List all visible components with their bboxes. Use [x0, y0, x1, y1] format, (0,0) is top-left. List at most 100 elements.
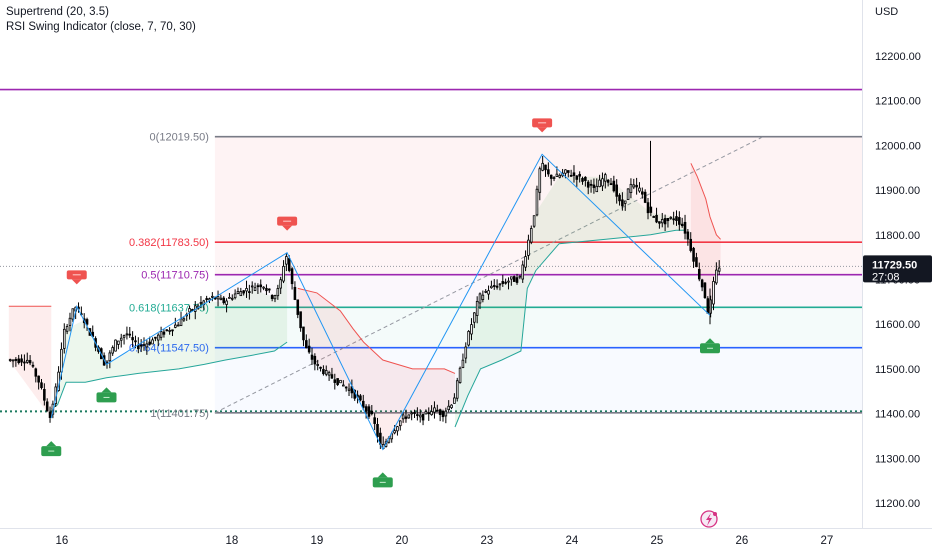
- candle[interactable]: [441, 410, 445, 418]
- candle[interactable]: [330, 374, 334, 379]
- candle[interactable]: [270, 294, 274, 299]
- candle[interactable]: [663, 218, 667, 225]
- candle[interactable]: [290, 268, 294, 285]
- candle[interactable]: [527, 239, 530, 256]
- candle[interactable]: [45, 401, 49, 412]
- candle[interactable]: [572, 172, 576, 176]
- candle[interactable]: [361, 400, 365, 408]
- candle[interactable]: [37, 375, 40, 383]
- candle[interactable]: [430, 411, 433, 416]
- candle[interactable]: [250, 285, 254, 288]
- candle[interactable]: [652, 216, 655, 218]
- candle[interactable]: [549, 174, 553, 179]
- candle[interactable]: [276, 288, 280, 297]
- candle[interactable]: [310, 354, 314, 360]
- candle[interactable]: [316, 364, 319, 366]
- candle[interactable]: [495, 285, 499, 288]
- candle[interactable]: [242, 290, 245, 294]
- candle[interactable]: [322, 369, 325, 375]
- candle[interactable]: [128, 333, 132, 336]
- candle[interactable]: [342, 384, 345, 387]
- candle[interactable]: [692, 247, 695, 262]
- candle[interactable]: [324, 370, 328, 375]
- candle[interactable]: [609, 183, 613, 186]
- candle[interactable]: [370, 410, 374, 415]
- candle[interactable]: [473, 312, 476, 323]
- candle[interactable]: [638, 187, 641, 192]
- candle[interactable]: [68, 317, 72, 326]
- candle[interactable]: [279, 279, 282, 289]
- candle[interactable]: [154, 336, 157, 339]
- candle[interactable]: [646, 202, 650, 214]
- candle[interactable]: [686, 231, 690, 240]
- candle[interactable]: [683, 221, 687, 234]
- candle[interactable]: [601, 178, 604, 187]
- candle[interactable]: [680, 223, 684, 227]
- candle[interactable]: [438, 409, 442, 415]
- candle[interactable]: [233, 293, 237, 299]
- candle[interactable]: [643, 191, 647, 203]
- candle[interactable]: [245, 288, 248, 292]
- candle[interactable]: [697, 268, 701, 280]
- candle[interactable]: [421, 414, 425, 421]
- candle[interactable]: [507, 280, 510, 283]
- candle[interactable]: [273, 295, 277, 300]
- candle[interactable]: [669, 216, 673, 219]
- candle[interactable]: [307, 345, 311, 353]
- candle[interactable]: [71, 308, 75, 320]
- candle[interactable]: [390, 433, 394, 440]
- candle[interactable]: [302, 326, 305, 341]
- candle[interactable]: [268, 288, 271, 291]
- candle[interactable]: [248, 291, 251, 293]
- candle[interactable]: [416, 414, 419, 416]
- candle[interactable]: [40, 382, 43, 389]
- candle[interactable]: [62, 328, 66, 349]
- price-tag-box[interactable]: [863, 255, 932, 283]
- candle[interactable]: [606, 179, 610, 183]
- candle[interactable]: [717, 267, 721, 272]
- candle[interactable]: [65, 326, 69, 332]
- candle[interactable]: [404, 416, 408, 419]
- candle[interactable]: [313, 355, 317, 365]
- candle[interactable]: [586, 181, 590, 188]
- candle[interactable]: [424, 411, 428, 415]
- candle[interactable]: [450, 404, 453, 409]
- candle[interactable]: [373, 417, 376, 424]
- candle[interactable]: [359, 395, 362, 401]
- candle[interactable]: [142, 344, 146, 346]
- candle[interactable]: [532, 215, 536, 227]
- candle[interactable]: [629, 183, 633, 194]
- candle[interactable]: [578, 173, 581, 177]
- candle[interactable]: [48, 411, 52, 418]
- candle[interactable]: [407, 414, 411, 419]
- candle[interactable]: [265, 287, 268, 292]
- candle[interactable]: [11, 359, 15, 362]
- candle[interactable]: [635, 184, 638, 188]
- candle[interactable]: [618, 194, 621, 202]
- candle[interactable]: [555, 173, 559, 178]
- candle[interactable]: [706, 298, 710, 314]
- candle[interactable]: [510, 276, 513, 280]
- candle[interactable]: [108, 352, 112, 362]
- candle[interactable]: [595, 185, 599, 193]
- candle[interactable]: [515, 277, 519, 283]
- candle[interactable]: [584, 176, 587, 181]
- candle[interactable]: [105, 360, 109, 364]
- candle[interactable]: [410, 412, 413, 415]
- candle[interactable]: [492, 285, 496, 287]
- candle[interactable]: [205, 298, 208, 300]
- candle[interactable]: [529, 228, 533, 243]
- candle[interactable]: [31, 364, 35, 367]
- candle[interactable]: [544, 164, 547, 171]
- candle[interactable]: [547, 169, 550, 175]
- candle[interactable]: [60, 348, 63, 373]
- candle[interactable]: [535, 188, 539, 216]
- candle[interactable]: [700, 279, 704, 288]
- candle[interactable]: [259, 284, 263, 288]
- candle[interactable]: [134, 340, 137, 343]
- candle[interactable]: [401, 414, 405, 420]
- candle[interactable]: [168, 329, 171, 332]
- candle[interactable]: [179, 318, 183, 327]
- candle[interactable]: [145, 343, 149, 348]
- candle[interactable]: [162, 331, 166, 335]
